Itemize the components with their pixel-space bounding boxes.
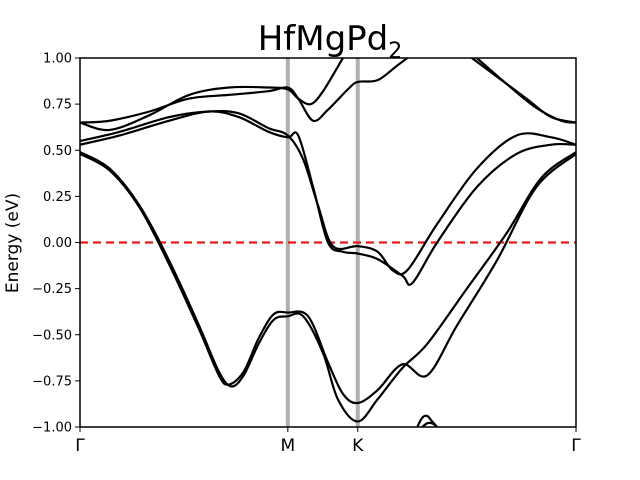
band-line-1	[80, 151, 576, 423]
y-tick-label: 0.75	[43, 98, 72, 113]
y-tick-label: 0.25	[43, 190, 72, 205]
band-line-2	[80, 152, 576, 405]
kpoint-label: Γ	[75, 436, 85, 456]
kpoint-label: M	[280, 436, 295, 456]
band-lines	[80, 58, 576, 427]
band-line-6	[80, 58, 344, 132]
y-axis-ticks: −1.00 −0.75 −0.50 −0.25 0.00 0.25 0.50 0.75 1.00	[32, 52, 80, 436]
y-axis-label: Energy (eV)	[3, 193, 23, 293]
kpoint-label: K	[352, 436, 364, 456]
y-tick-label: 0.00	[43, 236, 72, 251]
y-tick-label: −0.50	[32, 328, 72, 343]
chart-title-main: HfMgPd	[258, 19, 389, 59]
chart-title-subscript: 2	[388, 39, 402, 64]
y-tick-label: 0.50	[43, 144, 72, 159]
band-line-8	[476, 58, 576, 124]
band-line-10	[421, 421, 438, 427]
band-line-3	[80, 110, 576, 286]
y-tick-label: −1.00	[32, 421, 72, 436]
y-tick-label: −0.25	[32, 282, 72, 297]
kpoint-label: Γ	[571, 436, 581, 456]
y-tick-label: 1.00	[43, 52, 72, 67]
y-tick-label: −0.75	[32, 374, 72, 389]
band-line-4	[80, 109, 576, 276]
